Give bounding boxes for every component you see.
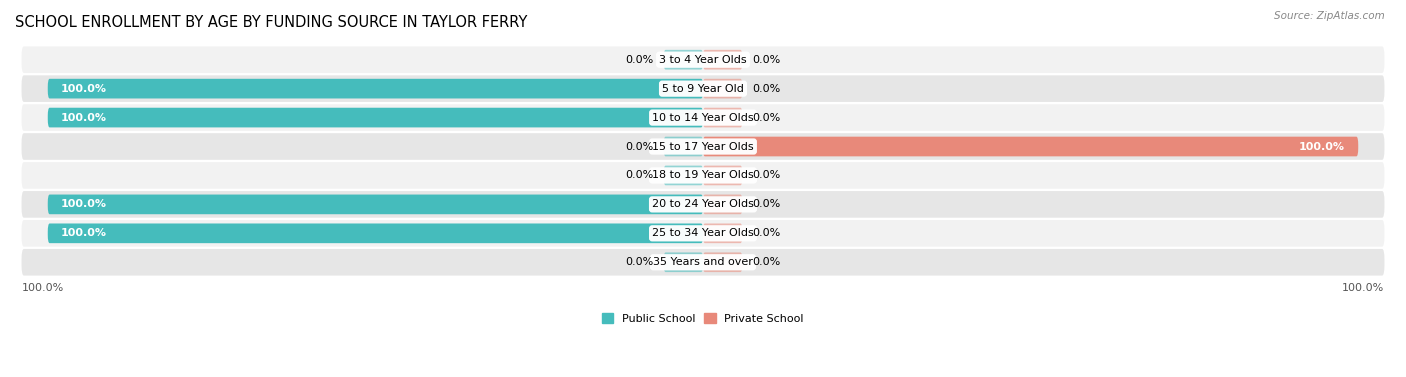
Text: 0.0%: 0.0% <box>626 170 654 181</box>
Text: 0.0%: 0.0% <box>752 228 780 238</box>
Text: 0.0%: 0.0% <box>752 84 780 93</box>
FancyBboxPatch shape <box>703 50 742 69</box>
FancyBboxPatch shape <box>48 195 703 214</box>
FancyBboxPatch shape <box>664 137 703 156</box>
Text: 100.0%: 100.0% <box>60 228 107 238</box>
Text: 0.0%: 0.0% <box>626 257 654 267</box>
FancyBboxPatch shape <box>703 108 742 127</box>
Text: 100.0%: 100.0% <box>60 113 107 123</box>
FancyBboxPatch shape <box>48 79 703 98</box>
FancyBboxPatch shape <box>703 195 742 214</box>
Text: 100.0%: 100.0% <box>60 84 107 93</box>
Text: 20 to 24 Year Olds: 20 to 24 Year Olds <box>652 199 754 209</box>
Text: 5 to 9 Year Old: 5 to 9 Year Old <box>662 84 744 93</box>
Text: 25 to 34 Year Olds: 25 to 34 Year Olds <box>652 228 754 238</box>
Text: 35 Years and over: 35 Years and over <box>652 257 754 267</box>
Text: 100.0%: 100.0% <box>60 199 107 209</box>
Text: 0.0%: 0.0% <box>752 257 780 267</box>
FancyBboxPatch shape <box>703 253 742 272</box>
Text: 10 to 14 Year Olds: 10 to 14 Year Olds <box>652 113 754 123</box>
Text: 0.0%: 0.0% <box>752 199 780 209</box>
FancyBboxPatch shape <box>664 50 703 69</box>
FancyBboxPatch shape <box>664 253 703 272</box>
FancyBboxPatch shape <box>48 108 703 127</box>
Text: 0.0%: 0.0% <box>752 170 780 181</box>
Text: 100.0%: 100.0% <box>21 283 63 293</box>
FancyBboxPatch shape <box>21 46 1385 73</box>
FancyBboxPatch shape <box>21 249 1385 276</box>
Text: 100.0%: 100.0% <box>1343 283 1385 293</box>
Text: 18 to 19 Year Olds: 18 to 19 Year Olds <box>652 170 754 181</box>
FancyBboxPatch shape <box>21 75 1385 102</box>
FancyBboxPatch shape <box>703 79 742 98</box>
FancyBboxPatch shape <box>48 224 703 243</box>
FancyBboxPatch shape <box>703 224 742 243</box>
Text: 15 to 17 Year Olds: 15 to 17 Year Olds <box>652 141 754 152</box>
FancyBboxPatch shape <box>21 133 1385 160</box>
FancyBboxPatch shape <box>21 104 1385 131</box>
Text: SCHOOL ENROLLMENT BY AGE BY FUNDING SOURCE IN TAYLOR FERRY: SCHOOL ENROLLMENT BY AGE BY FUNDING SOUR… <box>15 15 527 30</box>
FancyBboxPatch shape <box>21 191 1385 218</box>
FancyBboxPatch shape <box>703 166 742 185</box>
Text: 0.0%: 0.0% <box>626 141 654 152</box>
FancyBboxPatch shape <box>664 166 703 185</box>
Text: 3 to 4 Year Olds: 3 to 4 Year Olds <box>659 55 747 65</box>
FancyBboxPatch shape <box>21 220 1385 247</box>
Text: 0.0%: 0.0% <box>752 55 780 65</box>
FancyBboxPatch shape <box>21 162 1385 189</box>
Text: 100.0%: 100.0% <box>1299 141 1346 152</box>
Text: 0.0%: 0.0% <box>752 113 780 123</box>
Text: Source: ZipAtlas.com: Source: ZipAtlas.com <box>1274 11 1385 21</box>
Legend: Public School, Private School: Public School, Private School <box>598 309 808 328</box>
FancyBboxPatch shape <box>703 137 1358 156</box>
Text: 0.0%: 0.0% <box>626 55 654 65</box>
